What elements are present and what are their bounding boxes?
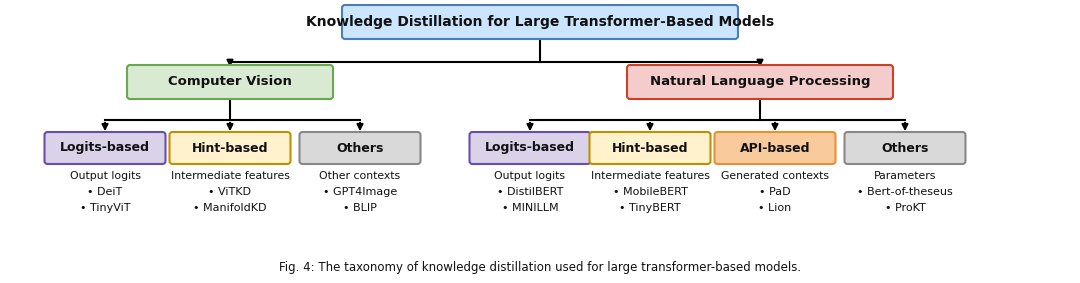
Text: • ProKT: • ProKT [885, 203, 926, 213]
Text: Natural Language Processing: Natural Language Processing [650, 76, 870, 89]
Text: Fig. 4: The taxonomy of knowledge distillation used for large transformer-based : Fig. 4: The taxonomy of knowledge distil… [279, 261, 801, 275]
Text: Output logits: Output logits [495, 171, 566, 181]
Text: Logits-based: Logits-based [60, 142, 150, 155]
Text: Others: Others [881, 142, 929, 155]
FancyBboxPatch shape [127, 65, 333, 99]
Text: • PaD: • PaD [759, 187, 791, 197]
Text: • Bert-of-theseus: • Bert-of-theseus [858, 187, 953, 197]
Text: API-based: API-based [740, 142, 810, 155]
Text: Generated contexts: Generated contexts [721, 171, 829, 181]
FancyBboxPatch shape [44, 132, 165, 164]
Text: Other contexts: Other contexts [320, 171, 401, 181]
Text: Others: Others [336, 142, 383, 155]
Text: • TinyViT: • TinyViT [80, 203, 131, 213]
Text: Hint-based: Hint-based [192, 142, 268, 155]
FancyBboxPatch shape [845, 132, 966, 164]
Text: Knowledge Distillation for Large Transformer-Based Models: Knowledge Distillation for Large Transfo… [306, 15, 774, 29]
Text: Logits-based: Logits-based [485, 142, 575, 155]
Text: • DistilBERT: • DistilBERT [497, 187, 563, 197]
Text: Output logits: Output logits [69, 171, 140, 181]
FancyBboxPatch shape [590, 132, 711, 164]
Text: • TinyBERT: • TinyBERT [619, 203, 680, 213]
Text: Computer Vision: Computer Vision [168, 76, 292, 89]
Text: Parameters: Parameters [874, 171, 936, 181]
FancyBboxPatch shape [715, 132, 836, 164]
Text: • ManifoldKD: • ManifoldKD [193, 203, 267, 213]
Text: • MINILLM: • MINILLM [502, 203, 558, 213]
Text: Intermediate features: Intermediate features [171, 171, 289, 181]
Text: • ViTKD: • ViTKD [208, 187, 252, 197]
Text: • GPT4Image: • GPT4Image [323, 187, 397, 197]
Text: • DeiT: • DeiT [87, 187, 123, 197]
FancyBboxPatch shape [170, 132, 291, 164]
Text: Intermediate features: Intermediate features [591, 171, 710, 181]
Text: • MobileBERT: • MobileBERT [612, 187, 688, 197]
FancyBboxPatch shape [470, 132, 591, 164]
FancyBboxPatch shape [627, 65, 893, 99]
Text: Hint-based: Hint-based [611, 142, 688, 155]
FancyBboxPatch shape [299, 132, 420, 164]
FancyBboxPatch shape [342, 5, 738, 39]
Text: • Lion: • Lion [758, 203, 792, 213]
Text: • BLIP: • BLIP [343, 203, 377, 213]
